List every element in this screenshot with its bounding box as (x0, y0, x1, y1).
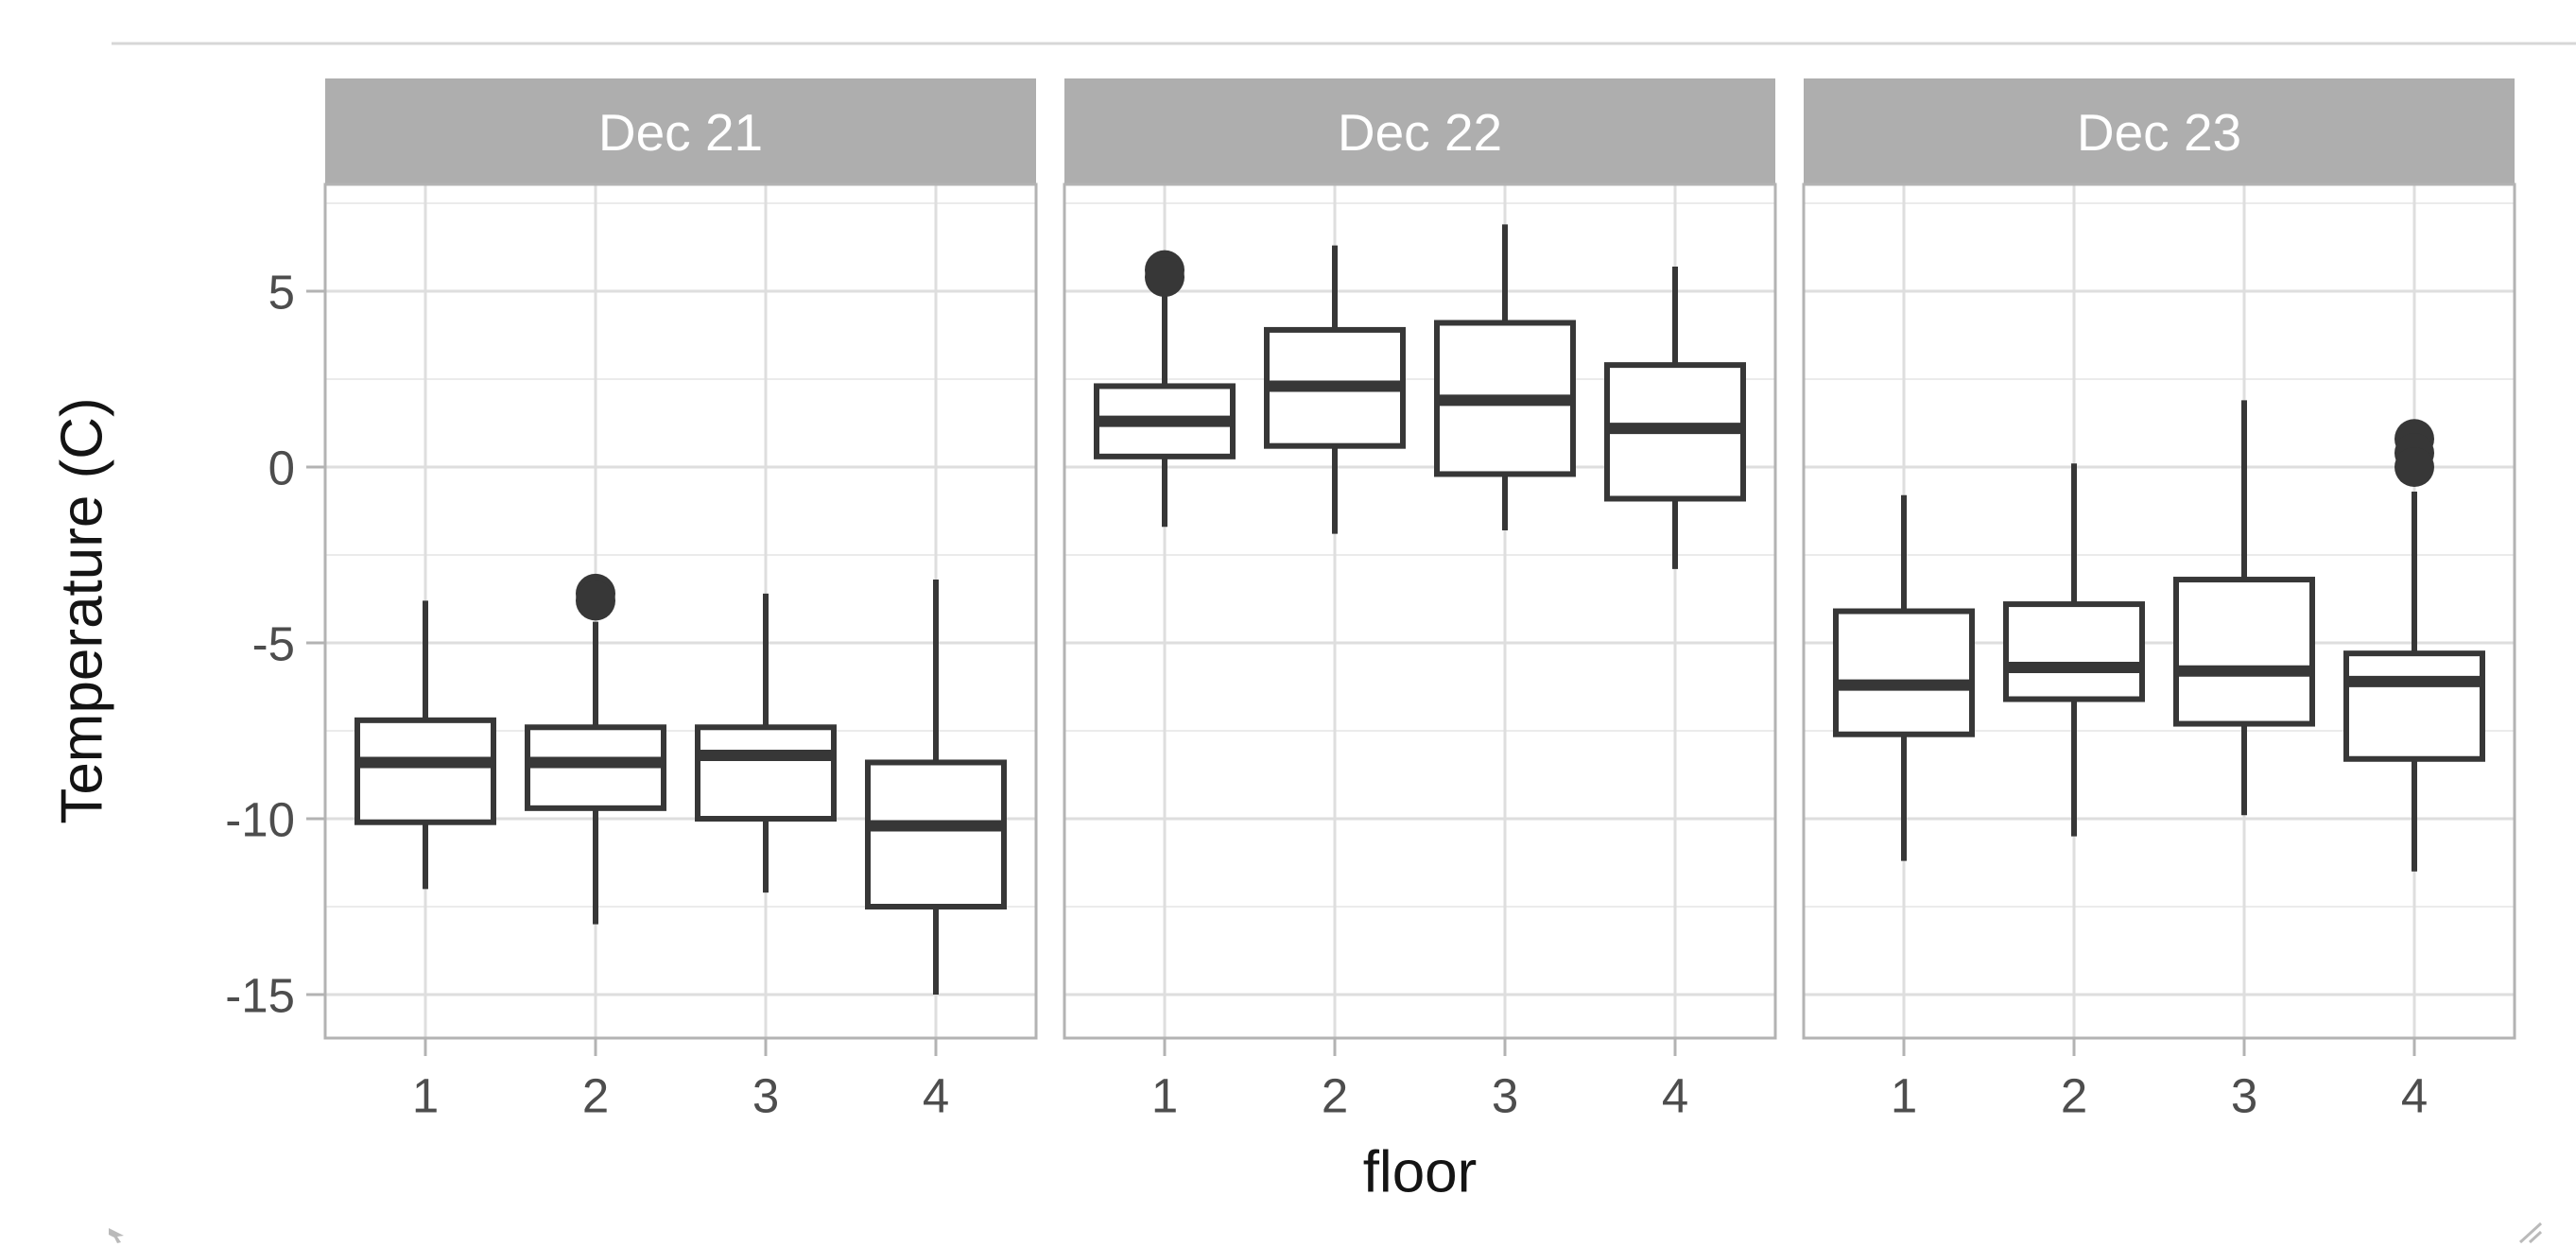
box-iqr (695, 724, 837, 823)
x-axis-tick-label: 3 (1492, 1068, 1518, 1122)
facet-panel-dec-22: Dec 22 1 2 3 4 (1063, 78, 1777, 1122)
panel-border (1063, 182, 1777, 1040)
boxplot-dec-21-floor2 (525, 573, 666, 925)
x-axis-tick-label: 3 (752, 1068, 779, 1122)
y-axis-tick-label: 5 (268, 265, 295, 319)
box-iqr (2343, 650, 2485, 762)
outlier-point (2394, 447, 2434, 487)
outlier-point (1145, 257, 1184, 298)
y-axis-tick-label: -15 (225, 968, 295, 1022)
boxplot-dec-23-floor2 (2003, 463, 2145, 837)
box-iqr (865, 759, 1007, 909)
boxplot-dec-22-floor2 (1264, 245, 1406, 534)
box-iqr (354, 717, 496, 825)
facet-strip-label: Dec 22 (1338, 103, 1502, 162)
y-axis-tick-label: 0 (268, 441, 295, 494)
panel-border (323, 182, 1038, 1040)
y-axis-tick-label: -10 (225, 792, 295, 846)
x-axis-tick-label: 1 (1891, 1068, 1917, 1122)
y-axis-tick-label: -5 (252, 616, 295, 670)
boxplot-dec-23-floor3 (2173, 400, 2315, 816)
facet-strip-label: Dec 21 (598, 103, 763, 162)
boxplot-dec-21-floor1 (354, 600, 496, 890)
x-axis-tick-label: 2 (1322, 1068, 1348, 1122)
box-iqr (2003, 601, 2145, 702)
box-iqr (1833, 608, 1975, 737)
x-axis-tick-label: 3 (2231, 1068, 2257, 1122)
facet-panel-dec-21: Dec 211 2 3 4 (323, 78, 1038, 1122)
boxplot-dec-23-floor4 (2343, 419, 2485, 872)
y-axis-title: Temperature (C) (49, 397, 114, 823)
boxplot-dec-22-floor1 (1094, 250, 1236, 528)
boxplot-dec-23-floor1 (1833, 494, 1975, 861)
panel-border (1802, 182, 2516, 1040)
x-axis-tick-label: 4 (923, 1068, 949, 1122)
box-iqr (2173, 577, 2315, 727)
facet-strip (325, 78, 1036, 184)
facet-strip (1804, 78, 2515, 184)
cursor-icon (109, 1228, 124, 1243)
facet-strip (1064, 78, 1775, 184)
resize-grip-icon[interactable] (2518, 1221, 2543, 1244)
x-axis-tick-label: 1 (412, 1068, 439, 1122)
panel-background (325, 184, 1036, 1038)
x-axis-tick-label: 2 (582, 1068, 609, 1122)
boxplot-dec-22-floor4 (1604, 266, 1746, 569)
boxplot-dec-22-floor3 (1434, 224, 1576, 530)
boxplot-dec-21-floor4 (865, 580, 1007, 995)
facet-panel-dec-23: Dec 23 1 2 3 4 (1802, 78, 2516, 1122)
x-axis-tick-label: 4 (1662, 1068, 1688, 1122)
x-axis-tick-label: 1 (1151, 1068, 1178, 1122)
x-axis-title: floor (1363, 1139, 1478, 1204)
x-axis-tick-label: 4 (2401, 1068, 2428, 1122)
x-axis-tick-label: 2 (2061, 1068, 2087, 1122)
outlier-point (576, 580, 615, 621)
boxplot-dec-21-floor3 (695, 593, 837, 893)
facet-strip-label: Dec 23 (2077, 103, 2241, 162)
panel-background (1064, 184, 1775, 1038)
